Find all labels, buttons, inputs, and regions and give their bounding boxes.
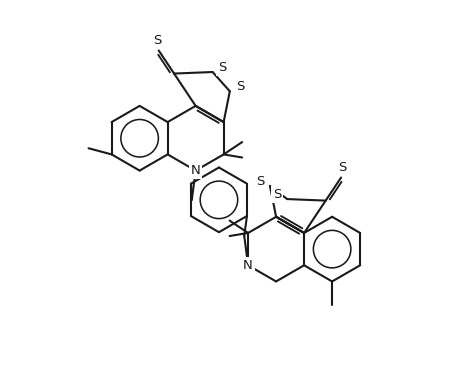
Text: S: S [219, 61, 227, 74]
Text: S: S [338, 161, 347, 174]
Text: S: S [153, 34, 161, 47]
Text: S: S [273, 188, 281, 201]
Text: S: S [256, 175, 264, 188]
Text: N: N [191, 164, 201, 177]
Text: S: S [236, 80, 244, 93]
Text: N: N [243, 259, 253, 272]
